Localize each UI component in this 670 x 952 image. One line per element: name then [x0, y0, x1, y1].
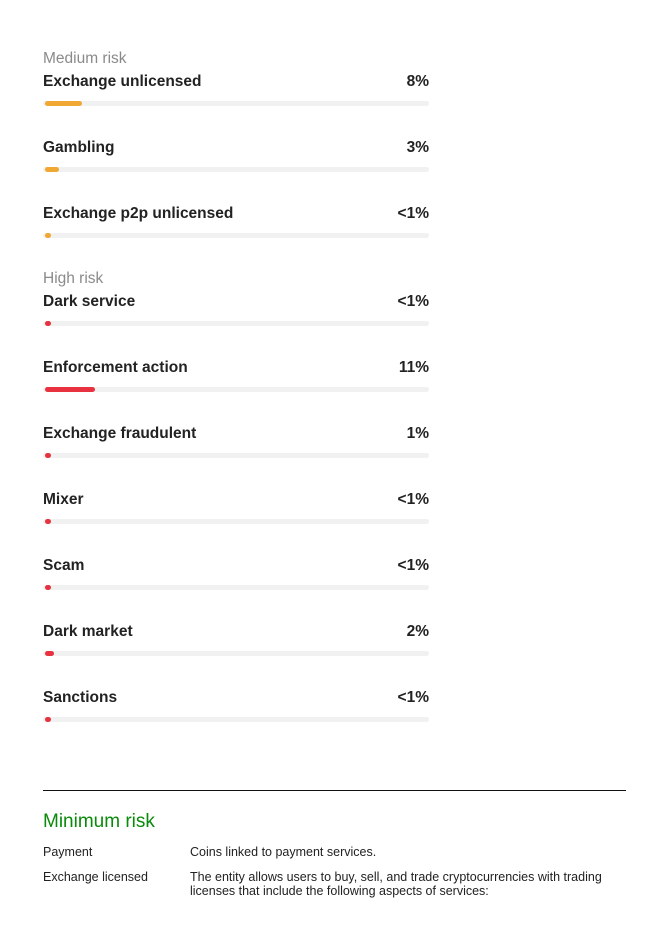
high-risk-group: High risk Dark service <1% Enforcement act… — [43, 268, 429, 752]
risk-bar-fill — [45, 717, 51, 722]
risk-item-header: Exchange unlicensed 8% — [43, 70, 429, 94]
risk-label: Mixer — [43, 491, 84, 508]
risk-label: Enforcement action — [43, 359, 188, 376]
risk-bar-track — [43, 101, 429, 106]
risk-item: Scam <1% — [43, 554, 429, 620]
risk-bar-fill — [45, 387, 95, 392]
minimum-risk-row: Exchange licensed The entity allows users… — [43, 870, 626, 898]
minimum-risk-description: The entity allows users to buy, sell, an… — [190, 870, 602, 898]
risk-bar-track — [43, 651, 429, 656]
high-risk-title: High risk — [43, 270, 104, 287]
risk-item-header: Gambling 3% — [43, 136, 429, 160]
risk-item: Dark service <1% — [43, 290, 429, 356]
risk-percent: <1% — [397, 293, 429, 310]
risk-item: Enforcement action 11% — [43, 356, 429, 422]
risk-bar-fill — [45, 585, 51, 590]
risk-percent: 1% — [406, 425, 429, 442]
risk-label: Dark market — [43, 623, 133, 640]
risk-bar-fill — [45, 651, 54, 656]
risk-label: Gambling — [43, 139, 115, 156]
section-divider — [43, 790, 626, 791]
risk-bar-track — [43, 519, 429, 524]
risk-bar-track — [43, 167, 429, 172]
medium-risk-group: Medium risk Exchange unlicensed 8% Gamblin… — [43, 48, 429, 268]
risk-bar-track — [43, 585, 429, 590]
risk-bar-fill — [45, 519, 51, 524]
risk-bar-fill — [45, 101, 82, 106]
risk-item-header: Exchange fraudulent 1% — [43, 422, 429, 446]
minimum-risk-list: Payment Coins linked to payment services.… — [43, 845, 626, 909]
risk-bar-fill — [45, 167, 59, 172]
risk-item-header: Dark service <1% — [43, 290, 429, 314]
risk-bar-track — [43, 321, 429, 326]
risk-bar-fill — [45, 321, 51, 326]
risk-bar-track — [43, 233, 429, 238]
risk-percent: <1% — [397, 557, 429, 574]
risk-percent: 8% — [406, 73, 429, 90]
minimum-risk-title: Minimum risk — [43, 811, 155, 832]
minimum-risk-label: Exchange licensed — [43, 870, 148, 884]
risk-percent: <1% — [397, 689, 429, 706]
risk-percent: 3% — [406, 139, 429, 156]
risk-item: Dark market 2% — [43, 620, 429, 686]
minimum-risk-description: Coins linked to payment services. — [190, 845, 377, 859]
risk-label: Exchange p2p unlicensed — [43, 205, 234, 222]
minimum-risk-row: Payment Coins linked to payment services. — [43, 845, 626, 859]
risk-percent: 2% — [406, 623, 429, 640]
risk-percent: <1% — [397, 205, 429, 222]
risk-item-header: Enforcement action 11% — [43, 356, 429, 380]
risk-label: Exchange unlicensed — [43, 73, 202, 90]
risk-label: Scam — [43, 557, 85, 574]
risk-bar-track — [43, 387, 429, 392]
risk-percent: 11% — [398, 359, 429, 376]
risk-percent: <1% — [397, 491, 429, 508]
risk-item-header: Scam <1% — [43, 554, 429, 578]
risk-item-header: Dark market 2% — [43, 620, 429, 644]
risk-bar-track — [43, 717, 429, 722]
risk-item-header: Sanctions <1% — [43, 686, 429, 710]
risk-item: Mixer <1% — [43, 488, 429, 554]
medium-risk-title: Medium risk — [43, 50, 127, 67]
risk-item-header: Exchange p2p unlicensed <1% — [43, 202, 429, 226]
risk-item: Sanctions <1% — [43, 686, 429, 752]
risk-label: Dark service — [43, 293, 136, 310]
risk-bar-fill — [45, 233, 51, 238]
risk-bar-fill — [45, 453, 51, 458]
risk-label: Exchange fraudulent — [43, 425, 197, 442]
risk-item: Gambling 3% — [43, 136, 429, 202]
risk-item: Exchange fraudulent 1% — [43, 422, 429, 488]
risk-item: Exchange p2p unlicensed <1% — [43, 202, 429, 268]
risk-item: Exchange unlicensed 8% — [43, 70, 429, 136]
minimum-risk-label: Payment — [43, 845, 93, 859]
risk-label: Sanctions — [43, 689, 118, 706]
risk-item-header: Mixer <1% — [43, 488, 429, 512]
risk-bar-track — [43, 453, 429, 458]
risk-breakdown: Medium risk Exchange unlicensed 8% Gamblin… — [43, 48, 429, 752]
